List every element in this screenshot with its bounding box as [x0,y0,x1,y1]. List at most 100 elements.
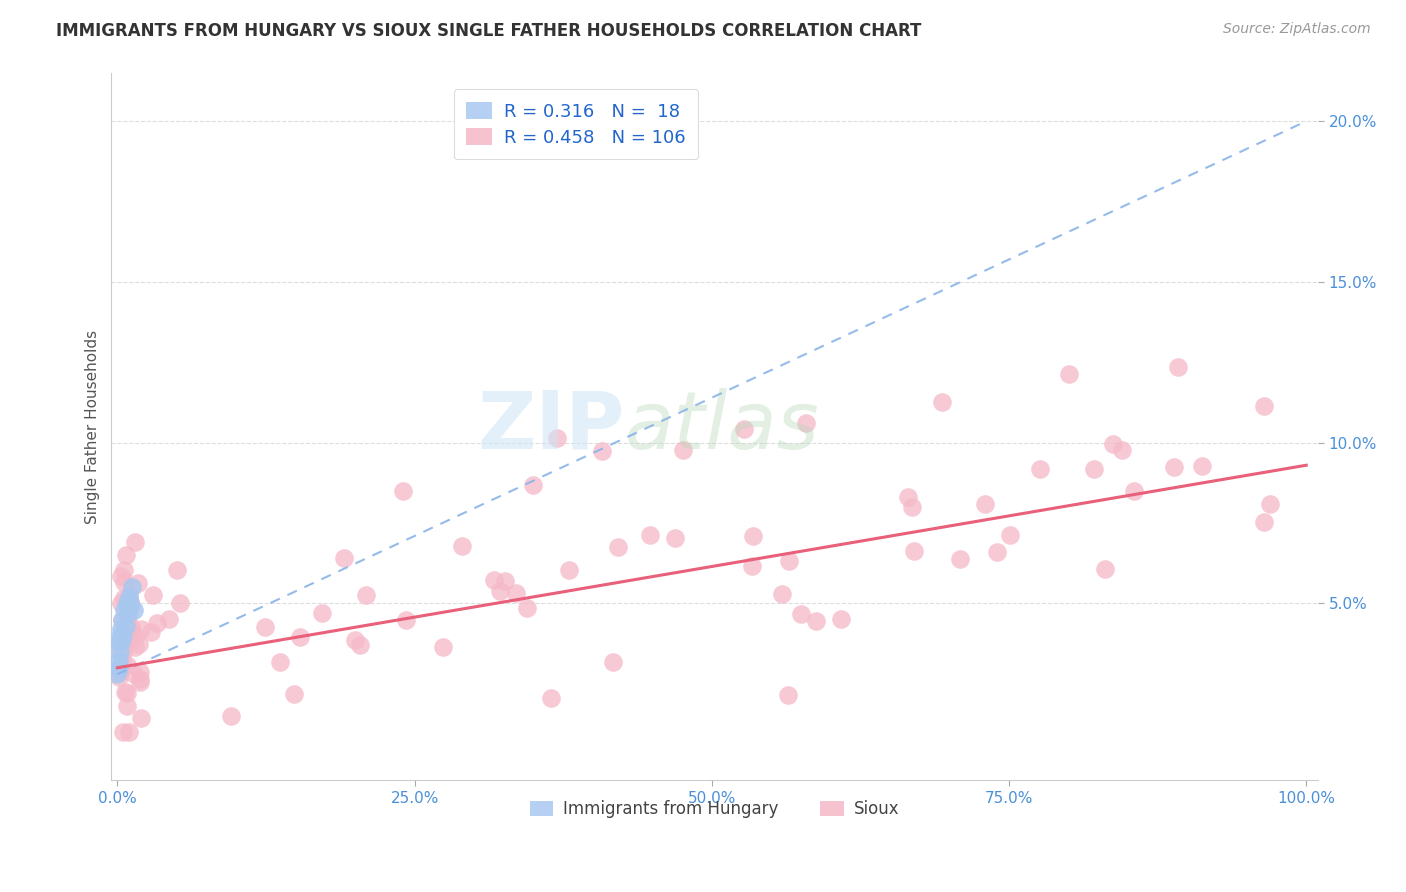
Point [129,665,152,679]
Point [1253,516,1275,530]
Point [166,562,188,576]
Point [112,725,135,739]
Point [110,622,132,636]
Point [115,597,138,611]
Text: Source: ZipAtlas.com: Source: ZipAtlas.com [1223,22,1371,37]
Point [110,596,132,610]
Point [118,588,141,602]
Point [128,637,150,651]
Point [108,670,131,684]
Point [1191,458,1213,473]
Point [974,497,997,511]
Point [283,687,305,701]
Point [107,654,129,668]
Point [392,484,415,499]
Point [998,528,1021,542]
Legend: Immigrants from Hungary, Sioux: Immigrants from Hungary, Sioux [523,794,905,825]
Point [129,672,152,686]
Point [117,658,139,673]
Point [288,630,311,644]
Point [108,665,131,680]
Point [349,638,371,652]
Point [118,725,141,739]
Point [776,688,799,702]
Point [986,545,1008,559]
Point [741,558,763,573]
Point [108,629,131,643]
Point [949,551,972,566]
Point [121,625,143,640]
Point [115,634,138,648]
Point [107,635,129,649]
Point [489,584,512,599]
Point [790,607,813,621]
Point [591,444,613,458]
Point [1101,437,1123,451]
Point [806,614,828,628]
Point [115,621,138,635]
Point [733,422,755,436]
Point [901,500,924,514]
Point [1083,462,1105,476]
Point [115,549,138,563]
Point [112,563,135,577]
Point [494,574,516,588]
Point [482,573,505,587]
Point [903,544,925,558]
Point [664,532,686,546]
Point [111,613,134,627]
Point [311,606,333,620]
Text: atlas: atlas [624,388,820,466]
Point [112,591,135,606]
Point [118,590,141,604]
Point [120,597,142,611]
Y-axis label: Single Father Households: Single Father Households [86,329,100,524]
Point [794,417,817,431]
Point [269,655,291,669]
Point [112,629,135,643]
Point [114,603,136,617]
Point [640,528,662,542]
Point [117,622,139,636]
Point [1253,399,1275,413]
Point [1111,443,1133,458]
Point [129,623,152,637]
Point [129,674,152,689]
Point [1123,483,1146,498]
Point [606,540,628,554]
Point [117,610,139,624]
Text: ZIP: ZIP [477,388,624,466]
Point [253,620,276,634]
Point [114,619,136,633]
Point [124,631,146,645]
Point [112,575,135,590]
Point [117,614,139,628]
Point [931,394,953,409]
Point [450,539,472,553]
Point [124,535,146,549]
Point [111,654,134,668]
Point [142,588,165,602]
Point [146,615,169,630]
Point [897,490,920,504]
Point [772,587,794,601]
Point [114,636,136,650]
Point [169,596,191,610]
Point [114,685,136,699]
Point [127,576,149,591]
Point [516,600,538,615]
Point [742,529,765,543]
Point [1094,561,1116,575]
Point [124,640,146,655]
Point [1057,367,1080,381]
Point [107,641,129,656]
Point [557,563,579,577]
Point [107,661,129,675]
Point [122,603,145,617]
Point [115,686,138,700]
Point [120,620,142,634]
Point [602,655,624,669]
Point [522,478,544,492]
Point [112,644,135,658]
Point [395,614,418,628]
